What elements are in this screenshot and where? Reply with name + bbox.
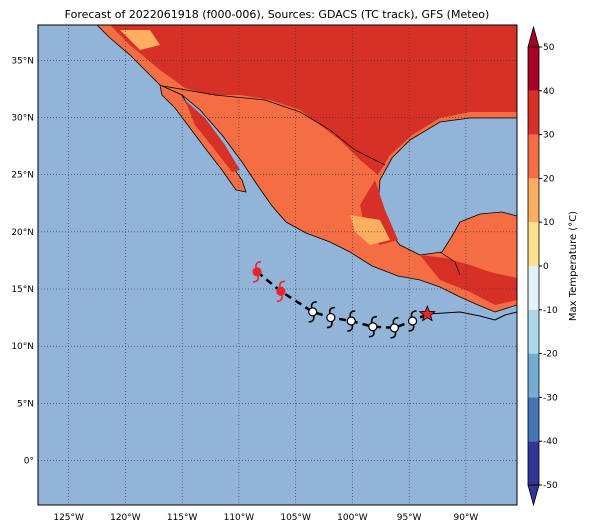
colorbar-tick-label: -10 (543, 306, 558, 316)
storm-arm (408, 310, 417, 332)
y-tick-label: 25°N (11, 171, 34, 181)
storm-arm (276, 280, 285, 303)
storm-arm (308, 301, 317, 323)
storm-symbol (326, 306, 336, 329)
storm-eye (346, 316, 356, 326)
colorbar-extend (527, 484, 540, 507)
position-star (418, 305, 436, 322)
storm-symbol (276, 280, 286, 303)
map-area (37, 24, 518, 506)
colorbar-segment (528, 266, 539, 310)
x-tick-label: 125°W (53, 513, 84, 523)
warm-region (120, 30, 160, 50)
colorbar-segment (528, 397, 539, 442)
colorbar-segment (528, 441, 539, 485)
colorbar-tick-label: -20 (543, 350, 558, 360)
x-tick-label: 120°W (110, 513, 141, 523)
colorbar-tick-label: -40 (543, 437, 558, 447)
y-tick-label: 10°N (11, 342, 34, 352)
hot-region (420, 255, 517, 305)
colorbar-tick-label: 10 (543, 218, 555, 228)
colorbar-tick-label: 20 (543, 174, 555, 184)
storm-symbol (252, 261, 262, 283)
x-tick-label: 110°W (224, 513, 255, 523)
colorbar: -50 -40 -30 -20 -10 0 10 20 30 40 50 (527, 25, 558, 507)
hot-region (110, 25, 517, 175)
storm-symbol (308, 301, 318, 323)
map-frame (37, 24, 518, 506)
y-tick-label: 30°N (11, 114, 34, 124)
colorbar-segment (528, 309, 539, 354)
colorbar-tick-label: 50 (543, 43, 555, 53)
colorbar-segment (528, 134, 539, 179)
colorbar-tick-label: -50 (543, 481, 558, 491)
colorbar-tick-label: 0 (543, 262, 549, 272)
border (162, 85, 386, 166)
warm-region (350, 215, 390, 245)
storm-eye (389, 323, 400, 333)
y-tick-label: 5°N (17, 399, 34, 409)
colorbar-segment (528, 353, 539, 398)
x-tick-label: 115°W (167, 513, 198, 523)
colorbar-label: Max Temperature (°C) (568, 211, 579, 321)
colorbar-extend (527, 25, 540, 48)
hot-region (185, 100, 240, 172)
y-tick-label: 0° (24, 456, 34, 466)
storm-symbol (346, 310, 356, 332)
storm-arm (326, 306, 335, 329)
storm-eye (326, 312, 336, 323)
colorbar-tick-label: 40 (543, 87, 555, 97)
storm-eye (368, 322, 378, 332)
border (439, 251, 461, 276)
x-tick-label: 90°W (453, 513, 478, 523)
storm-arm (347, 310, 356, 332)
colorbar-segment (528, 222, 539, 266)
x-tick-label: 100°W (337, 513, 368, 523)
x-tick-label: 95°W (397, 513, 422, 523)
colorbar-tick-label: -30 (543, 393, 558, 403)
y-tick-label: 35°N (11, 56, 34, 66)
x-tick-label: 105°W (280, 513, 311, 523)
colorbar-segment (528, 47, 539, 91)
storm-arm (253, 261, 262, 283)
colorbar-segment (528, 90, 539, 135)
y-tick-label: 20°N (11, 228, 34, 238)
storm-arm (390, 317, 399, 339)
title: Forecast of 2022061918 (f000-006), Sourc… (65, 8, 490, 21)
storm-eye (308, 307, 318, 317)
y-tick-label: 15°N (11, 285, 34, 295)
colorbar-segment (528, 178, 539, 223)
storm-symbol (407, 310, 418, 332)
storm-eye (407, 316, 418, 326)
coast (427, 311, 518, 321)
storm-eye (276, 286, 286, 296)
colorbar-tick-label: 30 (543, 131, 555, 141)
storm-symbol (389, 317, 400, 339)
storm-eye (252, 267, 262, 277)
storm-arm (368, 315, 377, 338)
storm-symbol (368, 315, 378, 338)
